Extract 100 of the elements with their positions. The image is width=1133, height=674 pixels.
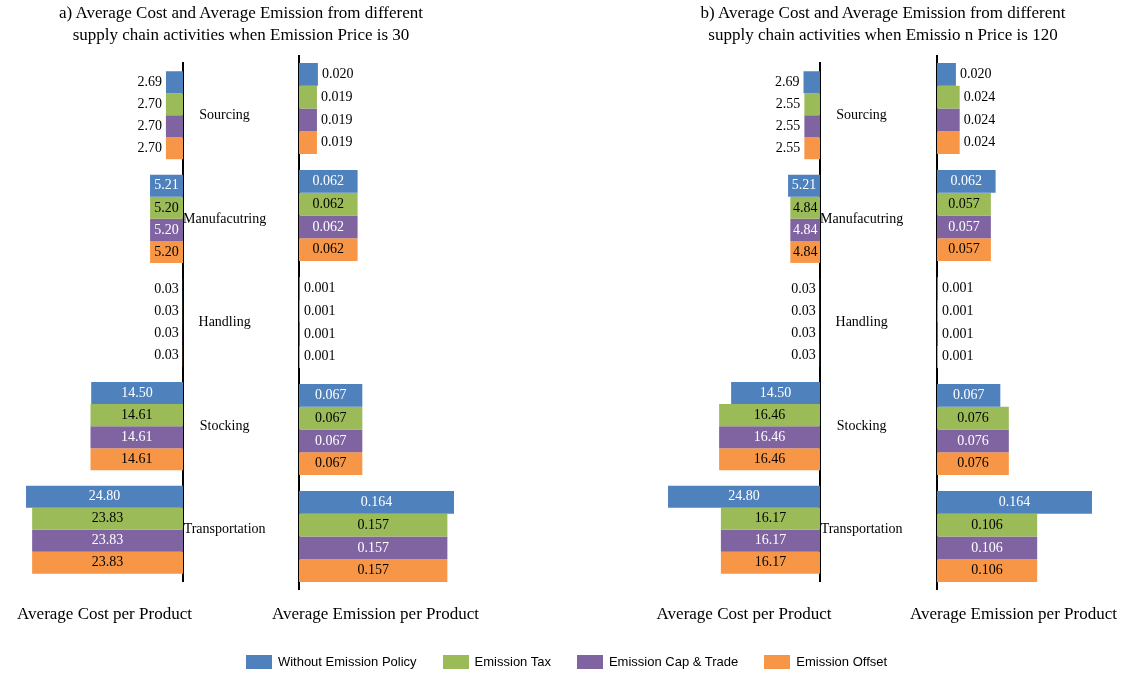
bar <box>90 426 183 449</box>
data-label: 0.001 <box>303 348 336 364</box>
data-label: 14.50 <box>121 384 153 400</box>
data-label: 16.46 <box>753 428 786 444</box>
data-label: 5.21 <box>791 177 817 193</box>
data-label: 4.84 <box>792 243 818 259</box>
data-label: 2.69 <box>137 73 162 89</box>
bar <box>719 426 820 449</box>
bar <box>91 382 183 405</box>
bar <box>165 137 183 160</box>
data-label: 2.70 <box>137 95 162 111</box>
data-label: 0.062 <box>312 241 345 257</box>
data-label: 14.61 <box>121 406 153 422</box>
data-label: 0.157 <box>357 562 389 578</box>
bar <box>937 452 1009 475</box>
data-label: 0.03 <box>791 325 816 341</box>
bar <box>90 404 183 427</box>
data-label: 5.20 <box>154 199 179 215</box>
bar <box>937 406 1009 430</box>
data-label: 5.20 <box>154 243 179 259</box>
data-label: 5.21 <box>154 177 179 193</box>
bar <box>90 448 183 471</box>
data-label: 0.024 <box>963 88 996 104</box>
y-tick-label: Manufacutring <box>820 210 904 226</box>
data-label: 24.80 <box>88 488 121 504</box>
y-tick-label: Transportation <box>820 521 903 537</box>
bar <box>803 71 820 94</box>
bar <box>937 491 1092 514</box>
y-tick-label: Handling <box>198 314 251 330</box>
bar <box>299 559 448 582</box>
bar <box>937 513 1038 537</box>
data-label: 0.057 <box>948 195 980 211</box>
data-label: 0.019 <box>320 88 353 104</box>
bar <box>937 85 960 109</box>
data-label: 0.019 <box>320 111 353 127</box>
bar <box>937 559 1038 582</box>
x-axis-title: Average Cost per Product <box>16 604 193 624</box>
legend-label: Emission Offset <box>796 654 888 669</box>
y-tick-label: Stocking <box>199 417 250 433</box>
y-tick-label: Handling <box>835 314 888 330</box>
bar <box>165 71 183 94</box>
x-axis-title: Average Cost per Product <box>655 604 833 624</box>
text: a) Average Cost and Average Emission from different supply chain activities when Emission Price is 30 <box>58 2 424 46</box>
data-label: 0.03 <box>154 281 179 297</box>
bar <box>804 137 820 160</box>
data-label: 0.020 <box>321 66 354 82</box>
data-label: 0.067 <box>314 432 347 448</box>
bar <box>299 131 317 154</box>
data-label: 0.062 <box>950 173 983 189</box>
bar <box>720 551 820 574</box>
data-label: 4.84 <box>792 221 818 237</box>
data-label: 24.80 <box>728 488 760 504</box>
bar <box>937 108 960 132</box>
data-label: 0.024 <box>963 134 996 150</box>
data-label: 0.164 <box>360 494 393 510</box>
y-tick-label: Manufacutring <box>183 210 267 226</box>
bar <box>32 507 183 530</box>
data-label: 16.17 <box>754 554 787 570</box>
data-label: 0.076 <box>957 409 989 425</box>
data-label: 0.001 <box>941 280 974 296</box>
data-label: 0.03 <box>791 281 816 297</box>
data-label: 14.50 <box>759 384 792 400</box>
bar <box>299 513 448 537</box>
data-label: 2.69 <box>775 73 800 89</box>
bar <box>32 551 183 574</box>
bar <box>165 93 183 116</box>
data-label: 0.106 <box>971 562 1003 578</box>
bar <box>165 115 183 138</box>
bar <box>26 485 183 508</box>
data-label: 0.062 <box>312 173 345 189</box>
data-label: 0.067 <box>952 387 985 403</box>
legend-label: Emission Tax <box>474 654 551 669</box>
bar <box>32 529 183 552</box>
data-label: 0.03 <box>791 303 816 319</box>
data-label: 0.001 <box>941 325 974 341</box>
data-label: 2.55 <box>775 95 801 111</box>
bar <box>299 63 318 86</box>
data-label: 16.17 <box>754 510 787 526</box>
bar <box>937 63 956 86</box>
legend-label: Emission Cap & Trade <box>608 654 739 669</box>
data-label: 0.157 <box>357 539 389 555</box>
bar <box>731 382 820 405</box>
data-label: 0.076 <box>957 432 989 448</box>
data-label: 0.020 <box>959 66 992 82</box>
bar <box>299 108 317 132</box>
data-label: 0.062 <box>312 218 345 234</box>
bar <box>299 536 448 560</box>
bar <box>720 529 820 552</box>
data-label: 0.03 <box>791 347 816 363</box>
bar <box>719 404 820 427</box>
x-axis-title: Average Emission per Product <box>271 604 480 624</box>
data-label: 0.057 <box>948 241 980 257</box>
data-label: 16.46 <box>753 450 786 466</box>
data-label: 23.83 <box>91 554 124 570</box>
data-label: 5.20 <box>154 221 179 237</box>
data-label: 2.70 <box>137 139 162 155</box>
y-tick-label: Sourcing <box>199 106 250 122</box>
data-label: 0.019 <box>320 134 353 150</box>
data-label: 0.057 <box>948 218 980 234</box>
data-label: 0.001 <box>303 325 336 341</box>
